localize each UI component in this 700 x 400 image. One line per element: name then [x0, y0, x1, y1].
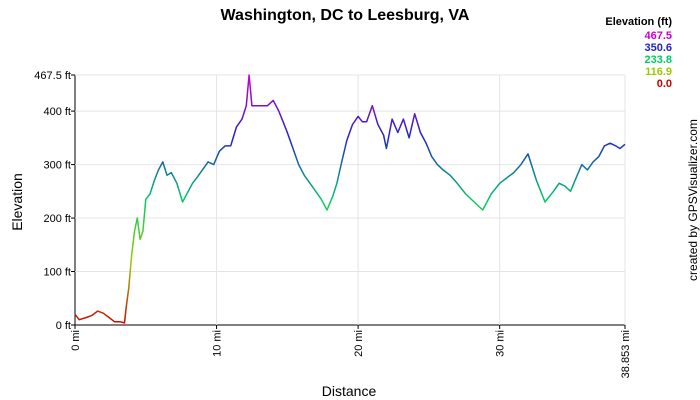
- legend-entry: 233.8: [644, 54, 672, 66]
- chart-title: Washington, DC to Leesburg, VA: [221, 7, 470, 24]
- y-tick-label: 200 ft: [43, 213, 71, 225]
- legend-entry: 0.0: [657, 78, 672, 90]
- legend-entry: 116.9: [645, 66, 672, 78]
- x-axis-ticks: 0 mi 10 mi 20 mi 30 mi 38.853 mi: [70, 325, 632, 378]
- legend-entry: 350.6: [644, 42, 672, 54]
- y-tick-label: 300 ft: [43, 160, 71, 172]
- x-axis-label: Distance: [322, 383, 377, 399]
- y-tick-label: 467.5 ft: [34, 70, 71, 82]
- gridlines: [75, 74, 626, 325]
- y-tick-label: 0 ft: [56, 320, 71, 332]
- x-tick-label: 30 mi: [495, 330, 507, 357]
- elevation-line: [74, 74, 626, 324]
- y-axis-label: Elevation: [9, 173, 25, 231]
- x-tick-label: 0 mi: [70, 330, 82, 351]
- legend-title: Elevation (ft): [605, 16, 672, 28]
- x-tick-label: 20 mi: [353, 330, 365, 357]
- y-tick-label: 100 ft: [43, 267, 71, 279]
- y-axis-ticks: 0 ft 100 ft 200 ft 300 ft 400 ft 467.5 ft: [34, 70, 75, 332]
- x-tick-label: 10 mi: [212, 330, 224, 357]
- x-tick-label: 38.853 mi: [620, 330, 632, 378]
- credit-text: created by GPSVisualizer.com: [686, 119, 700, 281]
- y-tick-label: 400 ft: [43, 106, 71, 118]
- legend-entry: 467.5: [644, 30, 672, 42]
